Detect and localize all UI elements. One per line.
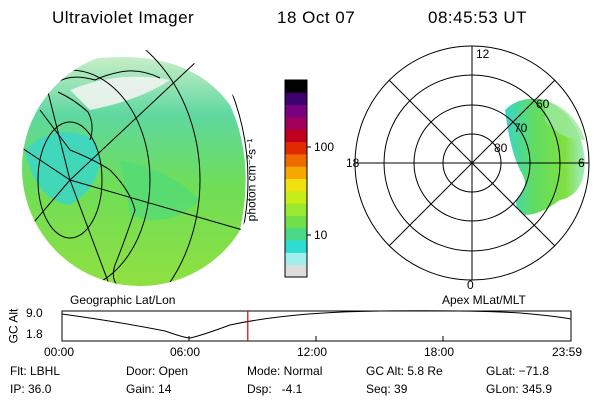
glat-info: GLat: −71.8: [486, 364, 550, 378]
apex-caption: Apex MLat/MLT: [442, 293, 526, 307]
altitude-tick-9: 9.0: [26, 306, 43, 320]
mlat-label-70: 70: [514, 121, 528, 135]
colorbar-segment: [285, 190, 307, 204]
colorbar: [285, 80, 307, 278]
gc-alt-info: GC Alt: 5.8 Re: [366, 364, 443, 378]
dsp-info: Dsp: -4.1: [247, 382, 303, 396]
colorbar-segment: [285, 153, 307, 167]
colorbar-segment: [285, 240, 307, 253]
mlt-label-0: 0: [467, 278, 474, 292]
glon-info: GLon: 345.9: [486, 382, 553, 396]
colorbar-segment: [285, 264, 307, 278]
time-tick-2359: 23:59: [552, 345, 583, 359]
image-date: 18 Oct 07: [277, 8, 356, 27]
geographic-image: [22, 50, 258, 286]
colorbar-segment: [285, 116, 307, 130]
time-tick-0000: 00:00: [44, 345, 75, 359]
ip-info: IP: 36.0: [10, 382, 52, 396]
image-time: 08:45:53 UT: [428, 8, 528, 27]
mlat-label-60: 60: [536, 97, 550, 111]
filter-info: Flt: LBHL: [10, 364, 61, 378]
altitude-tick-1-8: 1.8: [26, 327, 43, 341]
colorbar-segment: [285, 92, 307, 106]
mlt-label-18: 18: [346, 156, 360, 170]
gain-info: Gain: 14: [126, 382, 172, 396]
mlt-label-6: 6: [578, 156, 585, 170]
colorbar-segment: [285, 178, 307, 192]
mlt-label-12: 12: [476, 47, 490, 61]
colorbar-segment: [285, 252, 307, 266]
colorbar-frame: [284, 79, 308, 278]
colorbar-segment: [285, 203, 307, 216]
time-tick-1800: 18:00: [424, 345, 455, 359]
altitude-curve: [61, 310, 572, 339]
mlat-label-80: 80: [494, 141, 508, 155]
colorbar-segment: [285, 141, 307, 155]
colorbar-tick-10: 10: [314, 228, 328, 242]
colorbar-segment: [285, 80, 307, 93]
altitude-plot: [61, 310, 572, 342]
seq-info: Seq: 39: [366, 382, 408, 396]
colorbar-segment: [285, 227, 307, 241]
coastline-geo: [39, 70, 161, 286]
polar-image: [354, 45, 590, 281]
door-info: Door: Open: [126, 364, 189, 378]
geographic-caption: Geographic Lat/Lon: [70, 293, 176, 307]
mode-info: Mode: Normal: [247, 364, 323, 378]
time-tick-1200: 12:00: [297, 345, 328, 359]
colorbar-segment: [285, 166, 307, 179]
time-tick-0600: 06:00: [170, 345, 201, 359]
colorbar-segment: [285, 104, 307, 118]
colorbar-segment: [285, 129, 307, 143]
colorbar-tick-100: 100: [314, 140, 335, 154]
app-title: Ultraviolet Imager: [52, 8, 195, 27]
colorbar-segment: [285, 215, 307, 229]
colorbar-unit-label: photon cm⁻²s⁻¹: [244, 138, 259, 222]
altitude-axis-label: GC Alt: [6, 308, 21, 344]
